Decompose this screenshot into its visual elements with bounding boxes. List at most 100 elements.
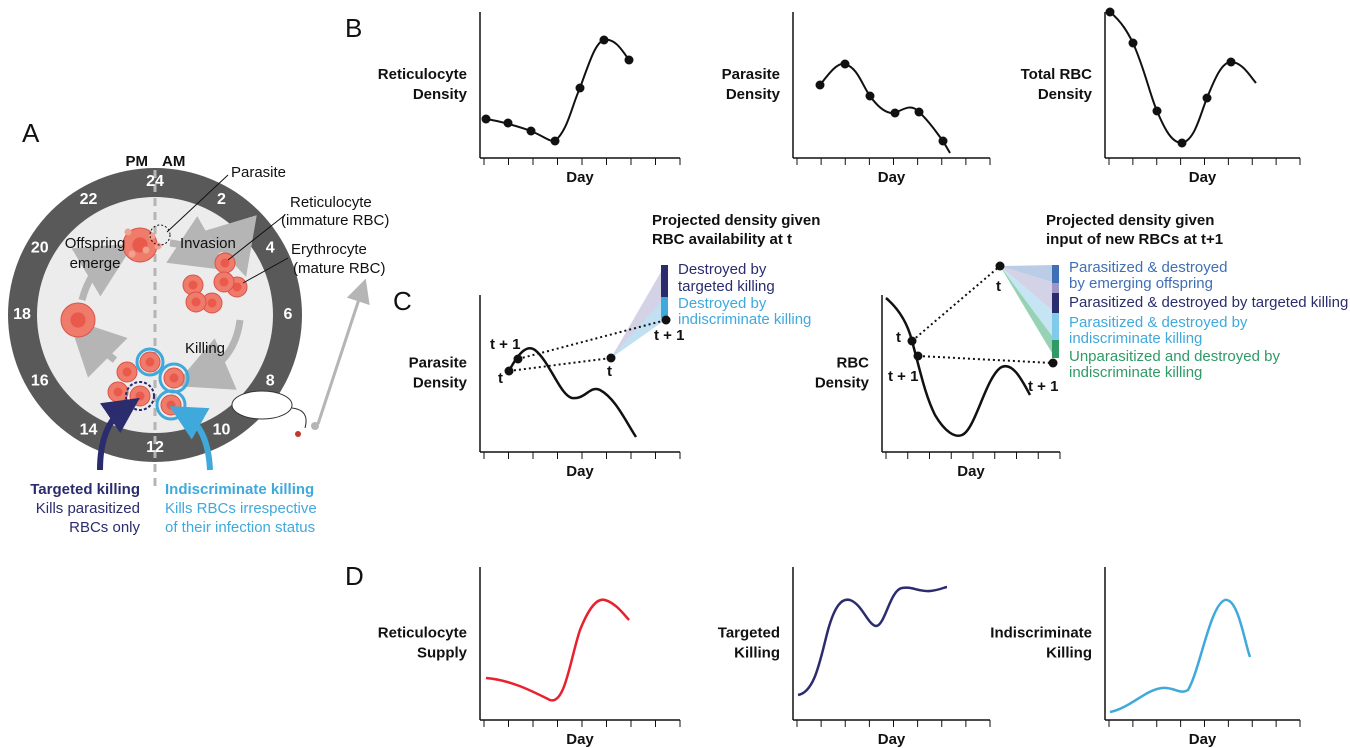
- x-label: Day: [878, 731, 906, 748]
- point: [890, 108, 900, 118]
- curve: [507, 346, 638, 438]
- callout: [166, 174, 229, 233]
- sample-arrow: [316, 278, 370, 425]
- point-label: t + 1: [1028, 378, 1058, 395]
- panel-label: C: [393, 286, 412, 316]
- legend-text: indiscriminate killing: [1069, 330, 1202, 347]
- projection: [911, 265, 1001, 342]
- indiscriminate-text: of their infection status: [165, 519, 315, 536]
- panel-label: B: [345, 13, 362, 43]
- point-label: t + 1: [888, 368, 918, 385]
- hour-label: 18: [13, 306, 31, 323]
- curve: [819, 62, 951, 154]
- killing-cell-center: [166, 400, 176, 410]
- hour-label: 20: [31, 240, 49, 257]
- y-label: Density: [413, 374, 468, 391]
- legend-text: Destroyed by: [678, 261, 767, 278]
- sample-dot: [311, 422, 319, 430]
- y-label: RBC: [837, 354, 870, 371]
- y-label: Density: [1038, 86, 1093, 103]
- hour-label: 10: [213, 421, 231, 438]
- fan: [1000, 266, 1055, 358]
- merozoite: [124, 228, 132, 236]
- x-label: Day: [1189, 731, 1217, 748]
- point: [503, 118, 513, 128]
- point: [1152, 106, 1162, 116]
- bar-targeted: [661, 265, 668, 297]
- cycle-arrow: [68, 318, 128, 378]
- x-label: Day: [566, 169, 594, 186]
- point: [504, 366, 514, 376]
- legend-text: Parasitized & destroyed by: [1069, 314, 1248, 331]
- legend-text: indiscriminate killing: [678, 311, 811, 328]
- point: [624, 55, 634, 65]
- indiscriminate-title: Indiscriminate killing: [165, 481, 314, 498]
- panel-label: A: [22, 118, 40, 148]
- curve: [1109, 11, 1257, 145]
- projection-title: Projected density given: [1046, 212, 1214, 229]
- bar-indiscriminate: [661, 297, 668, 318]
- fan: [611, 297, 665, 358]
- point: [599, 35, 609, 45]
- curve: [797, 585, 948, 697]
- offspring-label: emerge: [70, 255, 121, 272]
- point-label: t: [498, 370, 503, 387]
- erythrocyte-cell-center: [207, 298, 217, 308]
- y-label: Density: [815, 374, 870, 391]
- projection-title: Projected density given: [652, 212, 820, 229]
- point-label: t: [607, 363, 612, 380]
- callout: [227, 214, 286, 261]
- point: [995, 261, 1005, 271]
- hour-label: 24: [146, 173, 164, 190]
- targeted-mark: [125, 381, 155, 411]
- x-label: Day: [566, 463, 594, 480]
- fan: [1000, 265, 1055, 283]
- cycle-arrow: [71, 243, 135, 301]
- mouse-tail: [291, 407, 307, 429]
- targeted-text: Kills parasitized: [36, 500, 140, 517]
- killing-cell-center: [135, 391, 145, 401]
- point: [550, 136, 560, 146]
- legend-text: Unparasitized and destroyed by: [1069, 348, 1280, 365]
- merozoite: [142, 246, 150, 254]
- point: [575, 83, 585, 93]
- y-label: Reticulocyte: [378, 66, 467, 83]
- y-label: Killing: [1046, 644, 1092, 661]
- x-label: Day: [1189, 169, 1217, 186]
- targeted-text: RBCs only: [69, 519, 140, 536]
- curve: [1109, 598, 1252, 714]
- x-label: Day: [878, 169, 906, 186]
- parasite-label: Parasite: [231, 164, 286, 181]
- legend-text: by emerging offspring: [1069, 275, 1213, 292]
- bar-segment: [1052, 340, 1059, 358]
- callout: [242, 257, 289, 284]
- merozoite: [154, 242, 162, 250]
- point: [1226, 57, 1236, 67]
- point: [1202, 93, 1212, 103]
- y-label: Supply: [417, 644, 468, 661]
- indiscriminate-mark: [135, 347, 165, 377]
- point: [1048, 358, 1058, 368]
- point: [526, 126, 536, 136]
- mature-cell-center: [70, 312, 86, 328]
- panel-label: D: [345, 561, 364, 591]
- erythrocyte-cell-center: [232, 282, 242, 292]
- point: [513, 354, 523, 364]
- projection: [508, 357, 612, 372]
- cycle-arrow: [166, 216, 229, 271]
- point: [938, 136, 948, 146]
- y-label: Indiscriminate: [990, 624, 1092, 641]
- hour-label: 12: [146, 439, 164, 456]
- am-label: AM: [162, 153, 185, 170]
- y-label: Density: [413, 86, 468, 103]
- bar-segment: [1052, 265, 1059, 283]
- point: [840, 59, 850, 69]
- fan: [611, 265, 665, 358]
- legend-text: targeted killing: [678, 278, 775, 295]
- bar-segment: [1052, 313, 1059, 340]
- legend-text: Destroyed by: [678, 295, 767, 312]
- killing-cell-center: [113, 387, 123, 397]
- point: [1177, 138, 1187, 148]
- y-label: Targeted: [718, 624, 780, 641]
